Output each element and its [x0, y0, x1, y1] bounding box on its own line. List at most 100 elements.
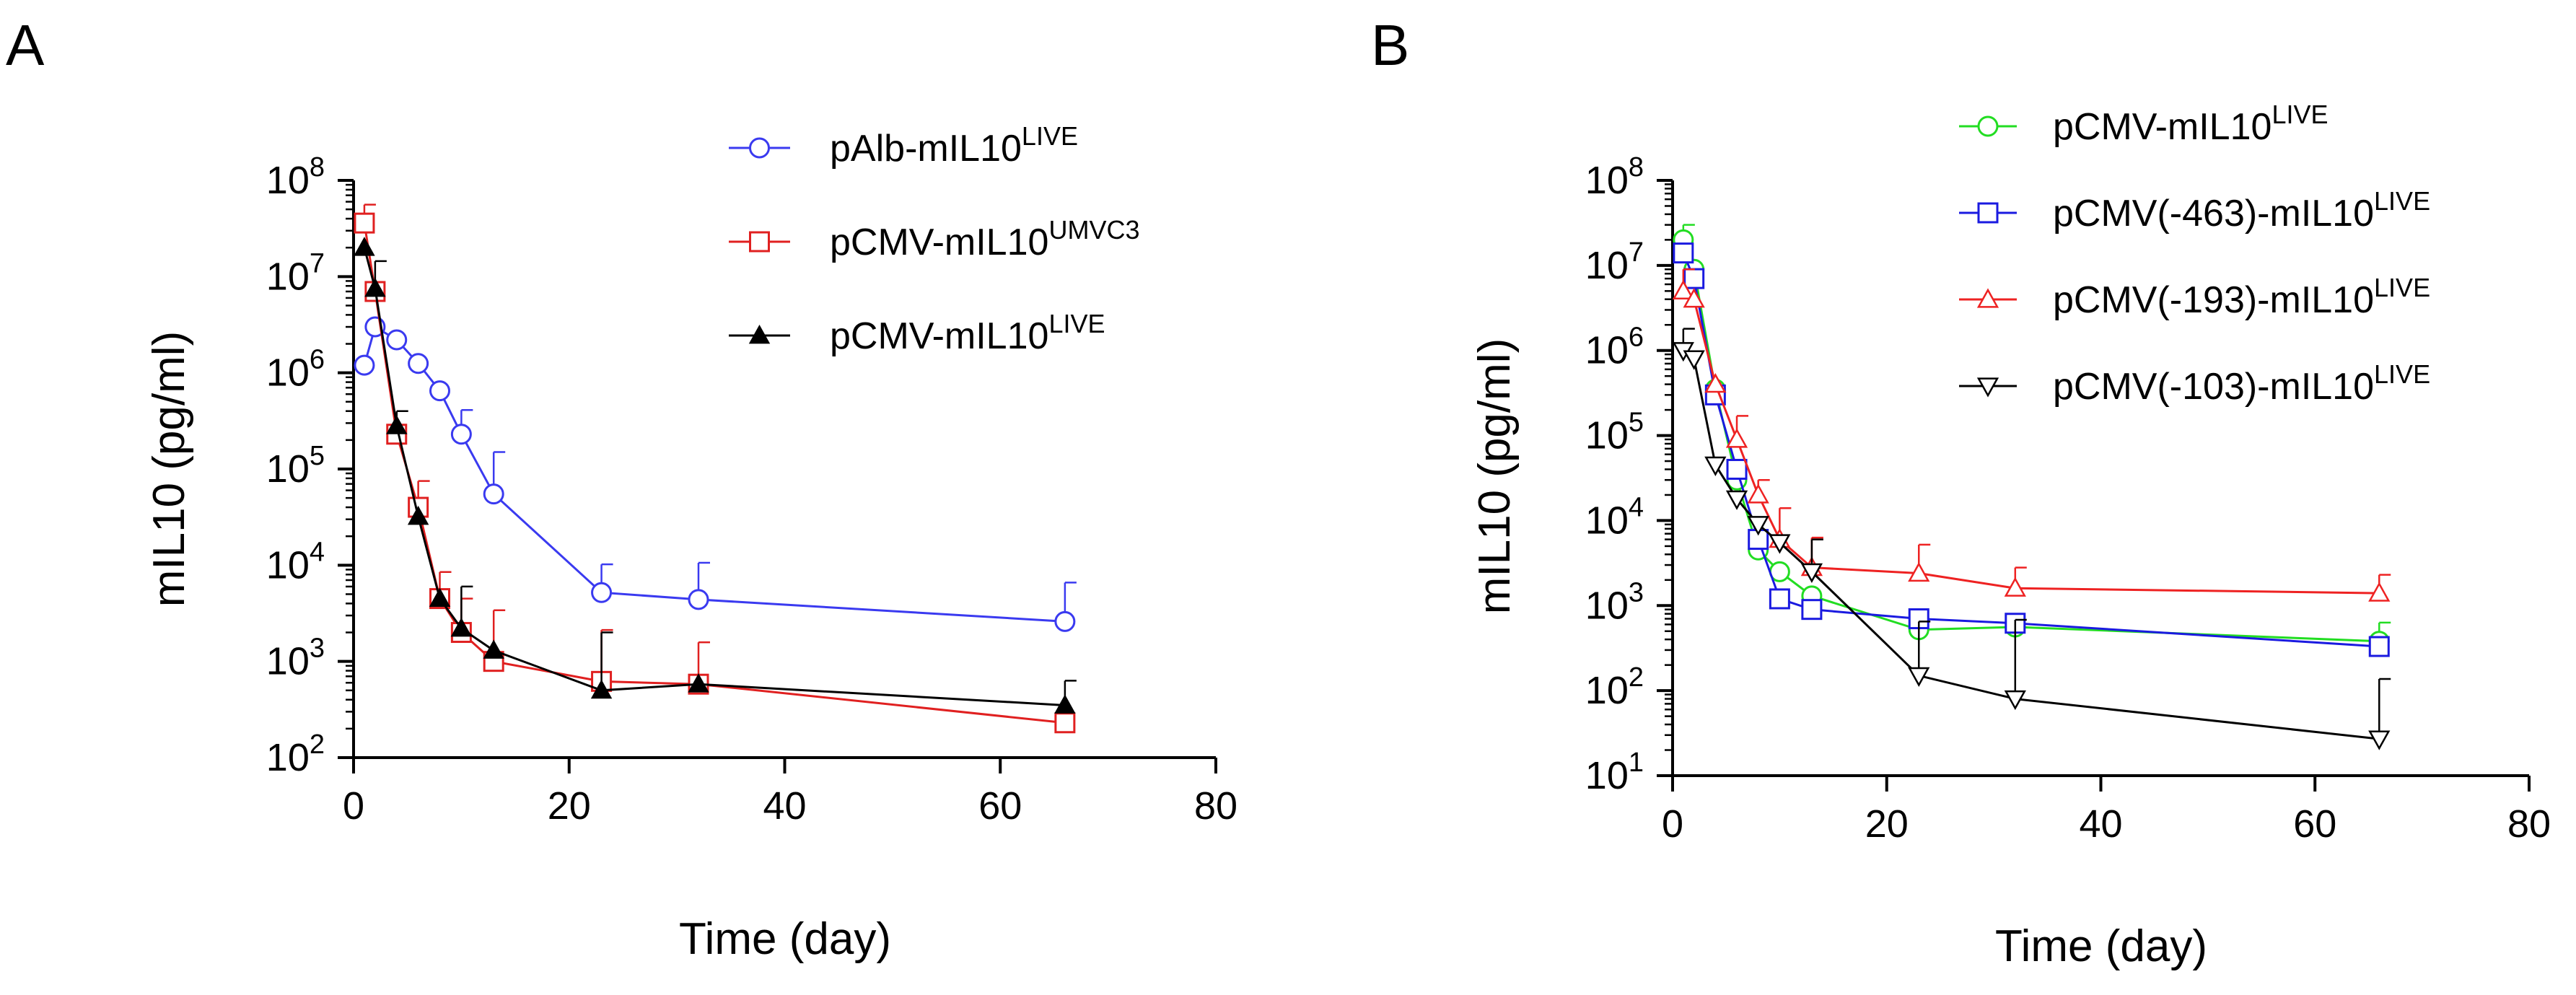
- y-tick-base: 10: [266, 640, 310, 683]
- y-tick-exponent: 5: [1629, 408, 1644, 438]
- data-point: [1725, 428, 1748, 448]
- y-tick-base: 10: [266, 255, 310, 298]
- data-point: [1683, 268, 1705, 289]
- y-tick-exponent: 3: [310, 634, 325, 664]
- series-3: [1672, 328, 2391, 750]
- legend-marker: [748, 324, 771, 344]
- data-point: [688, 673, 709, 693]
- y-tick-base: 10: [1585, 754, 1629, 797]
- y-tick-exponent: 3: [1629, 577, 1644, 608]
- series-0: [354, 316, 1077, 632]
- y-tick-base: 10: [1585, 329, 1629, 372]
- data-point: [2368, 582, 2391, 602]
- legend-marker: [1976, 377, 1999, 398]
- y-tick-base: 10: [1585, 159, 1629, 202]
- series-line: [363, 222, 1066, 724]
- legend-superscript: LIVE: [1022, 121, 1078, 151]
- y-tick-label: 102: [1585, 662, 1644, 712]
- legend-entry: pCMV(-463)-mIL10LIVE: [1959, 186, 2430, 234]
- series-line: [1682, 239, 2380, 643]
- data-point: [1747, 483, 1769, 504]
- y-tick-label: 104: [266, 537, 325, 587]
- data-point: [1673, 242, 1694, 264]
- data-point: [354, 354, 375, 376]
- x-tick-label: 20: [1865, 802, 1909, 846]
- x-tick-label: 0: [1662, 802, 1683, 846]
- legend-marker: [749, 137, 770, 159]
- data-point: [1908, 561, 1930, 582]
- y-tick-base: 10: [266, 543, 310, 587]
- series-line: [363, 247, 1065, 706]
- legend-entry: pCMV(-103)-mIL10LIVE: [1959, 359, 2430, 408]
- legend-marker: [1977, 115, 1999, 137]
- y-tick-base: 10: [266, 447, 310, 491]
- legend-entry: pCMV-mIL10LIVE: [1959, 100, 2329, 148]
- legend-name: pCMV-mIL10: [830, 222, 1048, 263]
- data-point: [2368, 730, 2391, 750]
- x-axis-label: Time (day): [1995, 921, 2207, 971]
- legend-label: pCMV(-193)-mIL10LIVE: [2053, 273, 2430, 321]
- legend-label: pCMV(-463)-mIL10LIVE: [2053, 186, 2430, 234]
- legend-label: pAlb-mIL10LIVE: [830, 121, 1078, 170]
- legend-label: pCMV-mIL10LIVE: [2053, 100, 2329, 148]
- y-tick-base: 10: [1585, 499, 1629, 542]
- y-tick-exponent: 4: [1629, 492, 1644, 522]
- series-line: [363, 325, 1065, 623]
- legend-entry: pAlb-mIL10LIVE: [729, 121, 1078, 170]
- legend-marker: [749, 231, 770, 253]
- data-point: [2368, 636, 2390, 657]
- data-point: [450, 617, 473, 637]
- y-tick-label: 107: [1585, 237, 1644, 287]
- y-tick-base: 10: [266, 351, 310, 395]
- legend-superscript: LIVE: [2374, 186, 2430, 216]
- x-tick-label: 60: [978, 784, 1022, 828]
- data-point: [1726, 458, 1748, 480]
- data-point: [2004, 690, 2026, 711]
- data-point: [1769, 588, 1790, 610]
- data-point: [1800, 563, 1823, 583]
- series-1: [354, 203, 1076, 734]
- legend-label: pCMV(-103)-mIL10LIVE: [2053, 359, 2430, 408]
- data-point: [1908, 667, 1930, 687]
- data-point: [688, 589, 709, 610]
- series-2: [354, 237, 1077, 714]
- legend-name: pCMV-mIL10: [830, 315, 1048, 357]
- panel-letter-a: A: [6, 13, 45, 77]
- data-point: [1054, 610, 1076, 632]
- y-tick-exponent: 6: [310, 345, 325, 375]
- legend-superscript: LIVE: [2374, 359, 2430, 389]
- y-tick-label: 108: [266, 152, 325, 202]
- y-tick-exponent: 2: [310, 729, 325, 760]
- data-point: [354, 212, 375, 234]
- x-tick-label: 0: [343, 784, 364, 828]
- y-tick-base: 10: [1585, 414, 1629, 457]
- legend-superscript: UMVC3: [1048, 215, 1139, 245]
- y-tick-label: 105: [266, 441, 325, 491]
- y-tick-label: 104: [1585, 492, 1644, 542]
- y-tick-label: 108: [1585, 152, 1644, 202]
- data-point: [483, 639, 504, 659]
- x-tick-label: 80: [2507, 802, 2551, 846]
- legend-name: pCMV(-193)-mIL10: [2053, 279, 2374, 321]
- y-tick-label: 103: [1585, 577, 1644, 627]
- legend-entry: pCMV-mIL10LIVE: [729, 309, 1105, 357]
- data-point: [364, 277, 386, 297]
- legend-superscript: LIVE: [1048, 309, 1105, 338]
- y-tick-label: 106: [1585, 323, 1644, 372]
- y-tick-exponent: 2: [1629, 662, 1644, 693]
- data-point: [429, 587, 451, 607]
- legend-superscript: LIVE: [2271, 100, 2328, 129]
- y-tick-exponent: 5: [310, 441, 325, 471]
- y-tick-label: 103: [266, 634, 325, 683]
- y-tick-label: 106: [266, 345, 325, 395]
- legend-label: pCMV-mIL10LIVE: [830, 309, 1105, 357]
- series-line: [1682, 290, 2380, 595]
- y-tick-exponent: 7: [1629, 237, 1644, 268]
- data-point: [408, 353, 429, 374]
- y-tick-base: 10: [1585, 244, 1629, 287]
- x-tick-label: 60: [2293, 802, 2336, 846]
- y-tick-exponent: 8: [310, 152, 325, 183]
- x-tick-label: 40: [2079, 802, 2122, 846]
- y-tick-base: 10: [1585, 669, 1629, 712]
